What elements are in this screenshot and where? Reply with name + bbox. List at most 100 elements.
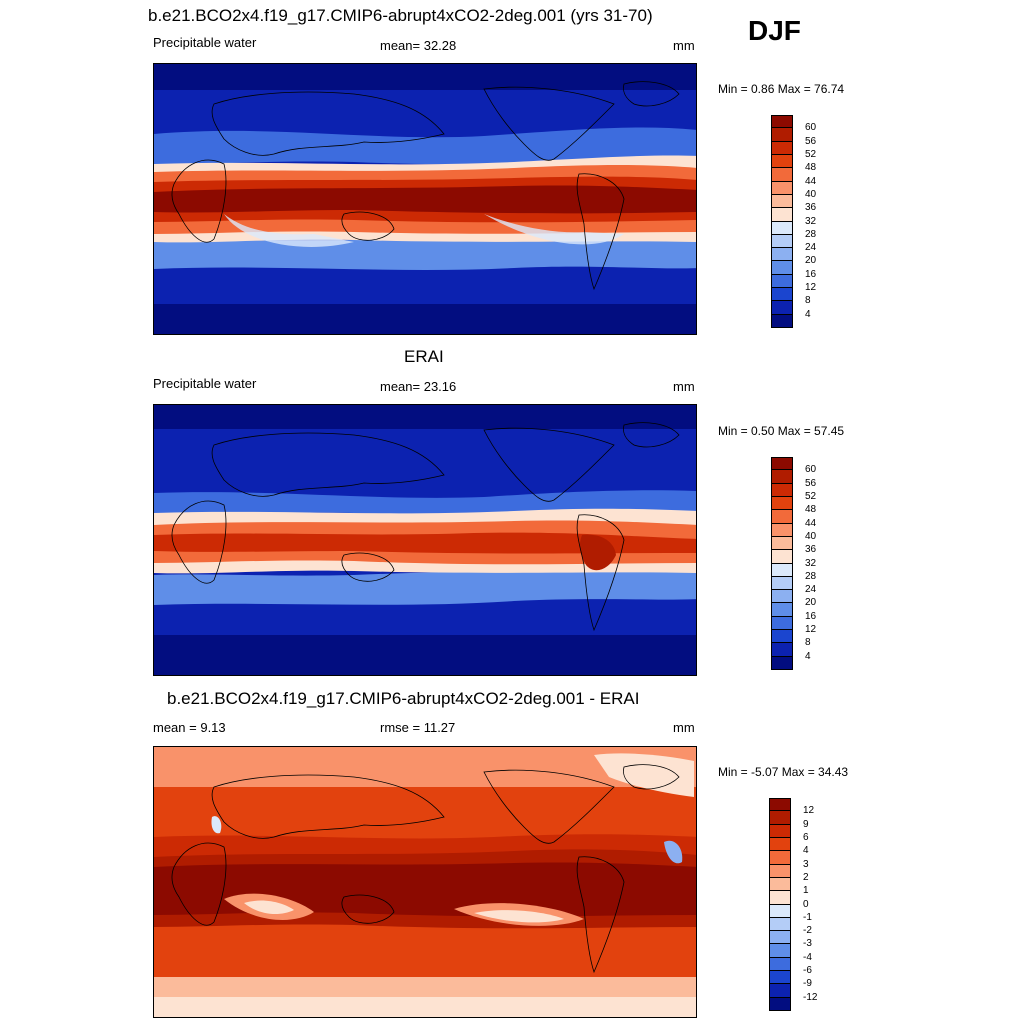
colorbar-tick-label: 3 (803, 858, 809, 870)
colorbar-swatch (771, 643, 793, 657)
colorbar-swatch (771, 128, 793, 142)
colorbar-swatch (771, 141, 793, 155)
colorbar-swatch (771, 576, 793, 591)
panel-2-title: ERAI (404, 347, 444, 366)
panel-3-mean-label: mean = 9.13 (153, 720, 226, 735)
panel-3-colorbar: 12 9 6 4 3 2 1 0 -1 -2 -3 -4 -6 -9 -12 (769, 798, 817, 1011)
colorbar-swatch (769, 971, 791, 985)
colorbar-tick-label: 44 (805, 175, 817, 187)
colorbar-swatch (771, 550, 793, 564)
panel-1-colorbar: 60 56 52 48 44 40 36 32 28 24 20 16 12 8 4 (771, 115, 816, 328)
colorbar-tick-label: 32 (805, 215, 817, 227)
colorbar-swatch (771, 563, 793, 577)
colorbar-tick-label: 20 (805, 255, 817, 267)
colorbar-swatch (771, 510, 793, 524)
colorbar-swatch (771, 457, 793, 471)
colorbar-tick-label: 12 (805, 624, 817, 636)
colorbar-tick-label: 16 (805, 268, 817, 280)
colorbar-swatch (769, 864, 791, 878)
colorbar-tick-label: -1 (803, 911, 812, 923)
colorbar-swatch (771, 523, 793, 537)
colorbar-swatch (771, 194, 793, 209)
colorbar-tick-label: 16 (805, 610, 817, 622)
colorbar-tick-label: 44 (805, 517, 817, 529)
colorbar-swatch (771, 248, 793, 262)
colorbar-swatch (769, 798, 791, 812)
colorbar-tick-label: 60 (805, 464, 817, 476)
colorbar-tick-label: 1 (803, 885, 809, 897)
colorbar-tick-label: -2 (803, 925, 812, 937)
panel-3-minmax-label: Min = -5.07 Max = 34.43 (718, 765, 849, 779)
colorbar-tick-label: 24 (805, 242, 817, 254)
colorbar-tick-label: 4 (805, 650, 811, 662)
colorbar-swatch (771, 630, 793, 644)
colorbar-tick-label: 20 (805, 597, 817, 609)
colorbar-tick-label: 8 (805, 637, 811, 649)
colorbar-tick-label: -3 (803, 938, 812, 950)
colorbar-swatch (771, 168, 793, 182)
panel-1-title: b.e21.BCO2x4.f19_g17.CMIP6-abrupt4xCO2-2… (148, 6, 653, 25)
colorbar-swatch (771, 261, 793, 275)
colorbar-tick-label: 40 (805, 188, 817, 200)
colorbar-tick-label: 48 (805, 162, 817, 174)
colorbar-tick-label: 6 (803, 831, 809, 843)
panel-1-map (153, 63, 697, 335)
colorbar-swatch (769, 877, 791, 892)
colorbar-swatch (769, 811, 791, 825)
colorbar-swatch (771, 483, 793, 497)
colorbar-tick-label: 12 (803, 805, 815, 817)
colorbar-swatch (769, 851, 791, 865)
colorbar-swatch (771, 616, 793, 631)
colorbar-tick-label: 52 (805, 148, 817, 160)
colorbar-swatch (771, 181, 793, 195)
colorbar-tick-label: 48 (805, 504, 817, 516)
colorbar-swatch (771, 656, 793, 670)
colorbar-swatch (769, 904, 791, 918)
colorbar-swatch (769, 837, 791, 852)
colorbar-tick-label: 4 (805, 308, 811, 320)
colorbar-tick-label: -6 (803, 965, 812, 977)
panel-3-title: b.e21.BCO2x4.f19_g17.CMIP6-abrupt4xCO2-2… (167, 689, 640, 708)
colorbar-swatch (771, 115, 793, 129)
colorbar-swatch (769, 891, 791, 905)
panel-2-map (153, 404, 697, 676)
colorbar-tick-label: 36 (805, 202, 817, 214)
colorbar-swatch (769, 957, 791, 972)
colorbar-swatch (771, 536, 793, 551)
colorbar-swatch (771, 590, 793, 604)
colorbar-tick-label: 52 (805, 490, 817, 502)
colorbar-tick-label: 32 (805, 557, 817, 569)
colorbar-tick-label: 12 (805, 282, 817, 294)
colorbar-tick-label: 56 (805, 135, 817, 147)
panel-3-map (153, 746, 697, 1018)
panel-2-colorbar: 60 56 52 48 44 40 36 32 28 24 20 16 12 8 4 (771, 457, 816, 670)
colorbar-swatch (771, 221, 793, 235)
panel-2-variable-label: Precipitable water (153, 376, 257, 391)
panel-2-minmax-label: Min = 0.50 Max = 57.45 (718, 424, 845, 438)
colorbar-tick-label: 4 (803, 845, 809, 857)
colorbar-swatch (771, 288, 793, 302)
colorbar-swatch (771, 274, 793, 289)
colorbar-tick-label: -12 (803, 991, 818, 1003)
colorbar-swatch (769, 931, 791, 945)
colorbar-tick-label: 24 (805, 584, 817, 596)
colorbar-tick-label: 8 (805, 295, 811, 307)
colorbar-swatch (771, 154, 793, 169)
colorbar-tick-label: 9 (803, 818, 809, 830)
panel-2-mean-label: mean= 23.16 (380, 379, 457, 394)
colorbar-swatch (769, 984, 791, 998)
panel-1-units-label: mm (673, 38, 695, 53)
panel-2-units-label: mm (673, 379, 695, 394)
season-label: DJF (748, 15, 801, 46)
colorbar-tick-label: -4 (803, 951, 812, 963)
colorbar-swatch (771, 470, 793, 484)
colorbar-swatch (771, 314, 793, 328)
panel-3-rmse-label: rmse = 11.27 (380, 720, 456, 735)
panel-3-units-label: mm (673, 720, 695, 735)
colorbar-swatch (771, 234, 793, 249)
colorbar-tick-label: 0 (803, 898, 809, 910)
colorbar-swatch (771, 301, 793, 315)
colorbar-swatch (771, 603, 793, 617)
colorbar-swatch (771, 208, 793, 222)
colorbar-tick-label: 2 (803, 871, 809, 883)
